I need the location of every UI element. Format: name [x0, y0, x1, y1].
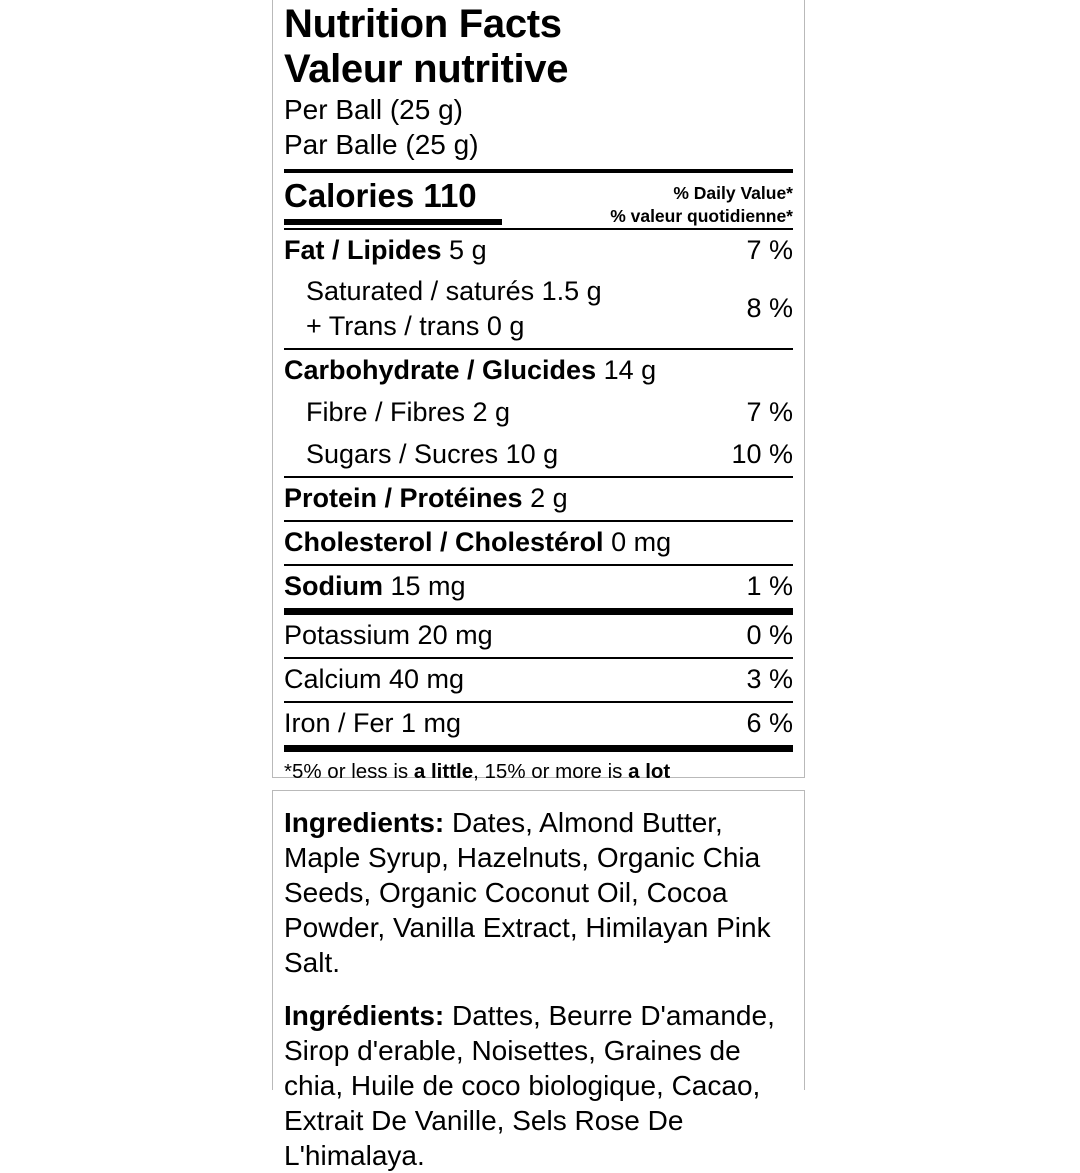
- rule-above-carbohydrate: [284, 347, 793, 350]
- carbohydrate-amount: 14 g: [603, 354, 657, 385]
- daily-value-header-english: % Daily Value*: [673, 182, 793, 203]
- fibre-daily-value: 7 %: [746, 396, 793, 427]
- row-cholesterol: Cholesterol / Cholestérol 0 mg: [284, 522, 793, 564]
- row-carbohydrate: Carbohydrate / Glucides 14 g: [284, 350, 793, 392]
- ingredients-panel: Ingredients: Dates, Almond Butter, Maple…: [272, 790, 805, 1171]
- fat-amount: 5 g: [449, 234, 487, 265]
- sodium-daily-value: 1 %: [746, 570, 793, 601]
- rule-above-protein: [284, 475, 793, 478]
- ingredients-english: Ingredients: Dates, Almond Butter, Maple…: [284, 805, 792, 980]
- serving-size-french: Par Balle (25 g): [284, 129, 479, 160]
- calories-value: 110: [423, 176, 477, 214]
- nutrition-title-english: Nutrition Facts: [284, 2, 562, 46]
- nutrition-title-french: Valeur nutritive: [284, 47, 569, 91]
- daily-value-header: % Daily Value* % valeur quotidienne*: [610, 176, 793, 228]
- potassium-name: Potassium 20 mg: [284, 619, 493, 650]
- protein-name: Protein / Protéines: [284, 482, 523, 513]
- row-sodium: Sodium 15 mg 1 %: [284, 566, 793, 608]
- sodium-name: Sodium: [284, 570, 383, 601]
- row-protein: Protein / Protéines 2 g: [284, 478, 793, 520]
- ingredients-text-english: Dates, Almond Butter, Maple Syrup, Hazel…: [284, 807, 771, 978]
- iron-daily-value: 6 %: [746, 707, 793, 738]
- carbohydrate-name: Carbohydrate / Glucides: [284, 354, 597, 385]
- rule-above-calcium: [284, 656, 793, 659]
- potassium-daily-value: 0 %: [746, 619, 793, 650]
- saturated-name: Saturated / saturés 1.5 g: [306, 275, 602, 306]
- rule-above-iron: [284, 700, 793, 703]
- nutrition-facts-panel: Nutrition Facts Valeur nutritive Per Bal…: [272, 0, 805, 811]
- protein-amount: 2 g: [530, 482, 568, 513]
- calcium-name: Calcium 40 mg: [284, 663, 465, 694]
- serving-size-english: Per Ball (25 g): [284, 94, 463, 125]
- footnote-english: *5% or less is a little, 15% or more is …: [284, 759, 671, 783]
- rule-above-footnote: [284, 744, 793, 752]
- row-potassium: Potassium 20 mg 0 %: [284, 615, 793, 657]
- calories-underline: [284, 218, 502, 225]
- sodium-amount: 15 mg: [390, 570, 466, 601]
- fat-daily-value: 7 %: [746, 234, 793, 265]
- calories-text: Calories 110: [284, 176, 502, 216]
- sugars-daily-value: 10 %: [731, 438, 793, 469]
- row-saturated-trans: Saturated / saturés 1.5 g + Trans / tran…: [284, 272, 793, 348]
- rule-above-sodium: [284, 563, 793, 566]
- fibre-name: Fibre / Fibres 2 g: [306, 396, 511, 427]
- rule-above-fat: [284, 227, 793, 230]
- ingredients-french: Ingrédients: Dattes, Beurre D'amande, Si…: [284, 998, 792, 1173]
- row-sugars: Sugars / Sucres 10 g 10 %: [284, 434, 793, 476]
- rule-above-calories: [284, 169, 793, 173]
- iron-name: Iron / Fer 1 mg: [284, 707, 462, 738]
- cholesterol-amount: 0 mg: [611, 526, 672, 557]
- calories-row: Calories 110 % Daily Value* % valeur quo…: [284, 173, 793, 228]
- ingredients-heading-french: Ingrédients:: [284, 1000, 445, 1031]
- row-calcium: Calcium 40 mg 3 %: [284, 659, 793, 701]
- calories-label: Calories: [284, 176, 415, 214]
- row-fat: Fat / Lipides 5 g 7 %: [284, 230, 793, 272]
- cholesterol-name: Cholesterol / Cholestérol: [284, 526, 604, 557]
- row-fibre: Fibre / Fibres 2 g 7 %: [284, 392, 793, 434]
- daily-value-header-french: % valeur quotidienne*: [610, 205, 793, 226]
- ingredients-heading-english: Ingredients:: [284, 807, 445, 838]
- rule-above-minerals: [284, 607, 793, 615]
- calcium-daily-value: 3 %: [746, 663, 793, 694]
- sugars-name: Sugars / Sucres 10 g: [306, 438, 559, 469]
- fat-name: Fat / Lipides: [284, 234, 442, 265]
- trans-name: + Trans / trans 0 g: [306, 310, 525, 341]
- rule-above-cholesterol: [284, 519, 793, 522]
- saturated-trans-daily-value: 8 %: [746, 293, 793, 323]
- row-iron: Iron / Fer 1 mg 6 %: [284, 703, 793, 745]
